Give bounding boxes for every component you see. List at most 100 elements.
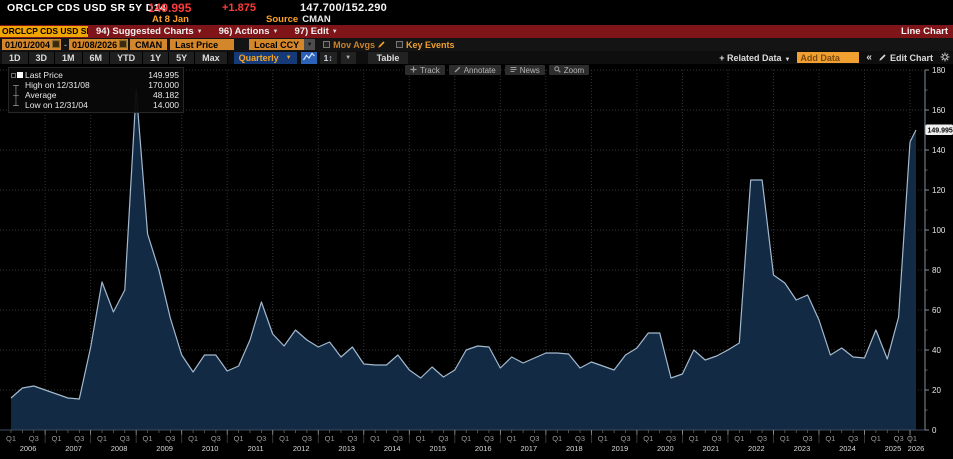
svg-text:Q3: Q3 [165, 434, 175, 443]
range-button-ytd[interactable]: YTD [110, 52, 143, 64]
series-color-swatch [17, 72, 23, 78]
last-price-axis-tag: 149.995 [926, 125, 953, 136]
legend-label: Low on 12/31/04 [25, 100, 133, 110]
related-data-label: + Related Data [719, 53, 781, 63]
range-button-1y[interactable]: 1Y [143, 52, 169, 64]
svg-text:2012: 2012 [293, 444, 310, 453]
date-from-input[interactable]: 01/01/2004 [2, 39, 61, 50]
legend-collapse-box[interactable] [11, 73, 16, 78]
calendar-icon[interactable] [119, 39, 127, 50]
svg-text:2008: 2008 [111, 444, 128, 453]
svg-text:Q1: Q1 [461, 434, 471, 443]
bid-ask-quote: 147.700/152.290 [300, 2, 387, 14]
currency-dropdown-arrow[interactable]: ▼ [304, 39, 315, 50]
add-data-input[interactable]: Add Data [797, 52, 859, 63]
svg-text:Q3: Q3 [211, 434, 221, 443]
edit-menu[interactable]: 97) Edit▼ [294, 26, 337, 37]
currency-selector-button[interactable]: Local CCY [249, 39, 304, 50]
mov-avgs-pencil-icon[interactable] [378, 40, 386, 50]
svg-text:Q1: Q1 [97, 434, 107, 443]
svg-text:160: 160 [932, 106, 946, 115]
svg-text:20: 20 [932, 386, 941, 395]
collapse-panel-button[interactable]: « [866, 52, 872, 63]
annotate-label: Annotate [464, 66, 496, 75]
svg-text:Q3: Q3 [302, 434, 312, 443]
menu-item-label: 96) Actions [219, 26, 270, 37]
key-events-label: Key Events [406, 40, 455, 50]
frequency-select[interactable]: Quarterly ▼ [234, 52, 297, 64]
svg-text:Q1: Q1 [188, 434, 198, 443]
range-button-3d[interactable]: 3D [29, 52, 56, 64]
chevron-down-icon: ▼ [286, 55, 292, 61]
news-label: News [520, 66, 540, 75]
chevron-down-icon: ▼ [784, 57, 790, 63]
settings-gear-icon[interactable] [940, 52, 950, 64]
key-events-checkbox[interactable] [396, 41, 403, 48]
mov-avgs-checkbox[interactable] [323, 41, 330, 48]
last-price-value: 149.995 [148, 1, 191, 15]
suggested-charts-menu[interactable]: 94) Suggested Charts▼ [96, 26, 203, 37]
zoom-button[interactable]: Zoom [549, 65, 589, 75]
news-button[interactable]: News [505, 65, 545, 75]
svg-text:Q1: Q1 [907, 434, 917, 443]
svg-text:Q1: Q1 [325, 434, 335, 443]
track-button[interactable]: Track [405, 65, 445, 75]
date-to-input[interactable]: 01/08/2026 [69, 39, 128, 50]
chart-type-button[interactable] [301, 52, 317, 64]
range-button-6m[interactable]: 6M [83, 52, 111, 64]
zoom-icon [554, 66, 561, 75]
edit-chart-label: Edit Chart [890, 53, 933, 63]
svg-text:Q3: Q3 [74, 434, 84, 443]
average-tick-icon: ┼ [11, 91, 21, 100]
svg-text:Q3: Q3 [621, 434, 631, 443]
pricing-source-button[interactable]: CMAN [130, 39, 167, 50]
svg-text:Q3: Q3 [666, 434, 676, 443]
series-square-icon [11, 71, 21, 80]
range-button-5y[interactable]: 5Y [169, 52, 195, 64]
security-field[interactable]: ORCLCP CDS USD SR [0, 26, 88, 37]
low-tick-icon: ┴ [11, 101, 21, 110]
svg-text:Q3: Q3 [438, 434, 448, 443]
high-tick-icon: ┬ [11, 81, 21, 90]
table-button[interactable]: Table [368, 52, 409, 64]
svg-text:100: 100 [932, 226, 946, 235]
svg-text:149.995: 149.995 [928, 128, 953, 135]
svg-text:Q3: Q3 [29, 434, 39, 443]
annotate-button[interactable]: Annotate [449, 65, 501, 75]
svg-text:180: 180 [932, 66, 946, 75]
axis-count-button[interactable]: 1↕ [320, 52, 337, 64]
menu-item-label: 94) Suggested Charts [96, 26, 194, 37]
frequency-value: Quarterly [239, 53, 279, 63]
source-value: CMAN [302, 14, 331, 25]
svg-text:140: 140 [932, 146, 946, 155]
edit-chart-button[interactable]: Edit Chart [879, 53, 933, 63]
range-button-1d[interactable]: 1D [2, 52, 29, 64]
field-selector-button[interactable]: Last Price [170, 39, 234, 50]
legend-label: Last Price [25, 70, 133, 80]
svg-text:Q1: Q1 [871, 434, 881, 443]
legend-value: 14.000 [137, 100, 179, 110]
calendar-icon[interactable] [52, 39, 60, 50]
svg-text:2019: 2019 [611, 444, 628, 453]
svg-text:Q3: Q3 [347, 434, 357, 443]
svg-text:Q1: Q1 [825, 434, 835, 443]
more-options-button[interactable]: ▼ [341, 52, 356, 64]
related-data-button[interactable]: + Related Data▼ [719, 53, 790, 63]
svg-text:2026: 2026 [908, 444, 925, 453]
actions-menu[interactable]: 96) Actions▼ [219, 26, 279, 37]
range-button-max[interactable]: Max [195, 52, 228, 64]
svg-text:Q1: Q1 [598, 434, 608, 443]
svg-text:Q3: Q3 [712, 434, 722, 443]
svg-text:Q3: Q3 [894, 434, 904, 443]
range-button-1m[interactable]: 1M [55, 52, 83, 64]
svg-text:2020: 2020 [657, 444, 674, 453]
svg-text:Q3: Q3 [256, 434, 266, 443]
svg-text:Q1: Q1 [52, 434, 62, 443]
